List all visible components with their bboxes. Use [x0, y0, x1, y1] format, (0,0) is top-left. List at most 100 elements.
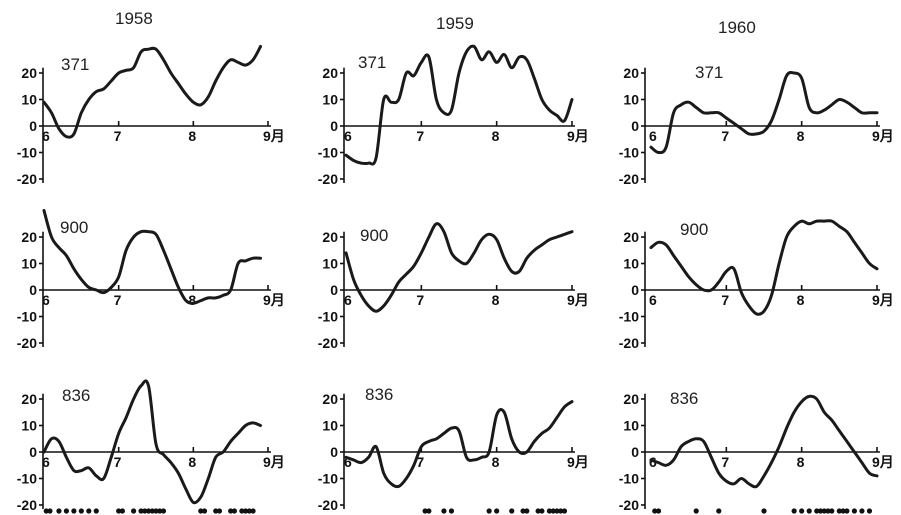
- x-tick-label-900-1960: 6: [649, 292, 657, 308]
- x-tick-label-371-1959: 8: [492, 128, 500, 144]
- series-line-371-1959: [344, 44, 574, 166]
- event-dot: [448, 508, 455, 514]
- event-dot: [160, 508, 167, 514]
- event-dot: [799, 508, 805, 514]
- x-tick-label-836-1958: 8: [188, 454, 196, 470]
- event-dot: [851, 508, 858, 514]
- year-label-1958: 1958: [115, 9, 153, 28]
- event-dot: [149, 508, 155, 514]
- event-dot: [550, 508, 556, 514]
- event-dot: [844, 508, 850, 514]
- event-dot: [63, 508, 69, 514]
- station-label-900-1960: 900: [680, 220, 708, 239]
- series-line-836-1958: [42, 379, 262, 505]
- y-tick-label-900-1958: -10: [17, 309, 37, 325]
- x-tick-label-836-1959: 8: [492, 454, 500, 470]
- event-dot: [509, 508, 515, 514]
- x-tick-label-371-1958: 8: [188, 128, 196, 144]
- y-tick-label-900-1958: 20: [21, 229, 37, 245]
- event-dot: [116, 508, 122, 514]
- series-line-371-1960: [649, 70, 879, 155]
- event-dot: [47, 508, 53, 514]
- y-tick-label-371-1960: 0: [631, 118, 639, 134]
- y-tick-label-900-1960: -10: [619, 309, 639, 325]
- event-dot: [825, 508, 831, 514]
- x-tick-label-836-1958: 7: [114, 454, 122, 470]
- event-dot: [243, 508, 249, 514]
- y-tick-label-900-1959: 10: [322, 256, 338, 272]
- panel-900-1958: 20 10 0 -10 -20 6 7 8 9月 900: [17, 209, 285, 351]
- y-tick-label-836-1959: -20: [318, 497, 338, 513]
- y-tick-label-836-1958: -10: [17, 471, 37, 487]
- event-dot: [422, 508, 428, 514]
- x-tick-label-371-1958: 9月: [263, 128, 285, 144]
- event-dot: [157, 508, 163, 514]
- event-dot: [655, 508, 662, 514]
- panel-371-1960: 20 10 0 -10 -20 6 7 8 9月 371: [619, 63, 894, 187]
- x-tick-label-371-1959: 9月: [567, 128, 589, 144]
- event-dot: [441, 508, 447, 514]
- event-dot: [119, 508, 125, 514]
- event-dot: [761, 508, 767, 514]
- event-dot: [817, 508, 824, 514]
- event-dot: [840, 508, 846, 514]
- event-markers-1958: [43, 508, 256, 514]
- x-tick-label-900-1958: 9月: [263, 292, 285, 308]
- station-label-371-1958: 371: [61, 55, 89, 74]
- station-label-371-1960: 371: [695, 63, 723, 82]
- x-tick-label-836-1959: 7: [416, 454, 424, 470]
- panel-900-1959: 20 10 0 -10 -20 6 7 8 9月 900: [318, 222, 589, 351]
- y-tick-label-900-1960: 0: [631, 282, 639, 298]
- x-tick-label-371-1960: 8: [797, 128, 805, 144]
- x-tick-label-836-1958: 9月: [263, 454, 285, 470]
- event-dot: [814, 508, 820, 514]
- y-tick-label-836-1960: 20: [623, 391, 639, 407]
- panel-371-1958: 20 10 0 -10 -20 6 7 8 9月 371: [17, 45, 285, 187]
- y-tick-label-836-1959: -10: [318, 471, 338, 487]
- y-tick-label-371-1960: 20: [623, 65, 639, 81]
- y-tick-label-836-1958: 20: [21, 391, 37, 407]
- x-tick-label-836-1959: 6: [344, 454, 352, 470]
- panel-836-1959: 20 10 0 -10 -20 6 7 8 9月 836: [318, 385, 589, 513]
- y-tick-label-371-1958: 0: [29, 118, 37, 134]
- event-dot: [86, 508, 92, 514]
- y-tick-label-371-1960: 10: [623, 92, 639, 108]
- event-dot: [561, 508, 568, 514]
- series-line-371-1958: [42, 45, 262, 139]
- y-tick-label-836-1959: 20: [322, 391, 338, 407]
- x-tick-label-900-1960: 9月: [872, 292, 894, 308]
- event-dot: [836, 508, 842, 514]
- series-line-900-1959: [344, 222, 574, 313]
- event-dot: [213, 508, 219, 514]
- x-tick-label-371-1959: 6: [344, 128, 352, 144]
- event-dot: [153, 508, 159, 514]
- x-tick-label-836-1960: 7: [721, 454, 729, 470]
- event-dot: [201, 508, 208, 514]
- station-label-900-1959: 900: [360, 226, 388, 245]
- x-tick-label-836-1959: 9月: [567, 454, 589, 470]
- x-tick-label-836-1960: 9月: [872, 454, 894, 470]
- x-tick-label-371-1959: 7: [416, 128, 424, 144]
- y-tick-label-371-1959: -20: [318, 171, 338, 187]
- year-label-1959: 1959: [436, 14, 474, 33]
- event-dot: [228, 508, 234, 514]
- event-dot: [652, 508, 658, 514]
- event-dot: [216, 508, 223, 514]
- y-tick-label-371-1958: -20: [17, 171, 37, 187]
- event-dot: [791, 508, 797, 514]
- event-dot: [494, 508, 500, 514]
- y-tick-label-836-1958: -20: [17, 497, 37, 513]
- event-dot: [198, 508, 204, 514]
- event-dot: [866, 508, 873, 514]
- panel-grid: 20 10 0 -10 -20 6 7 8 9月 371 20 10 0 -10 -20 6 7 8 9月 371 20…: [17, 44, 894, 514]
- event-dot: [539, 508, 545, 514]
- y-tick-label-371-1959: 0: [330, 118, 338, 134]
- event-dot: [558, 508, 564, 514]
- event-dot: [56, 508, 62, 514]
- y-tick-label-900-1959: -10: [318, 309, 338, 325]
- x-tick-label-900-1959: 9月: [567, 292, 589, 308]
- event-dot: [138, 508, 144, 514]
- y-tick-label-900-1959: -20: [318, 335, 338, 351]
- event-dot: [231, 508, 237, 514]
- y-tick-label-836-1960: 0: [631, 444, 639, 460]
